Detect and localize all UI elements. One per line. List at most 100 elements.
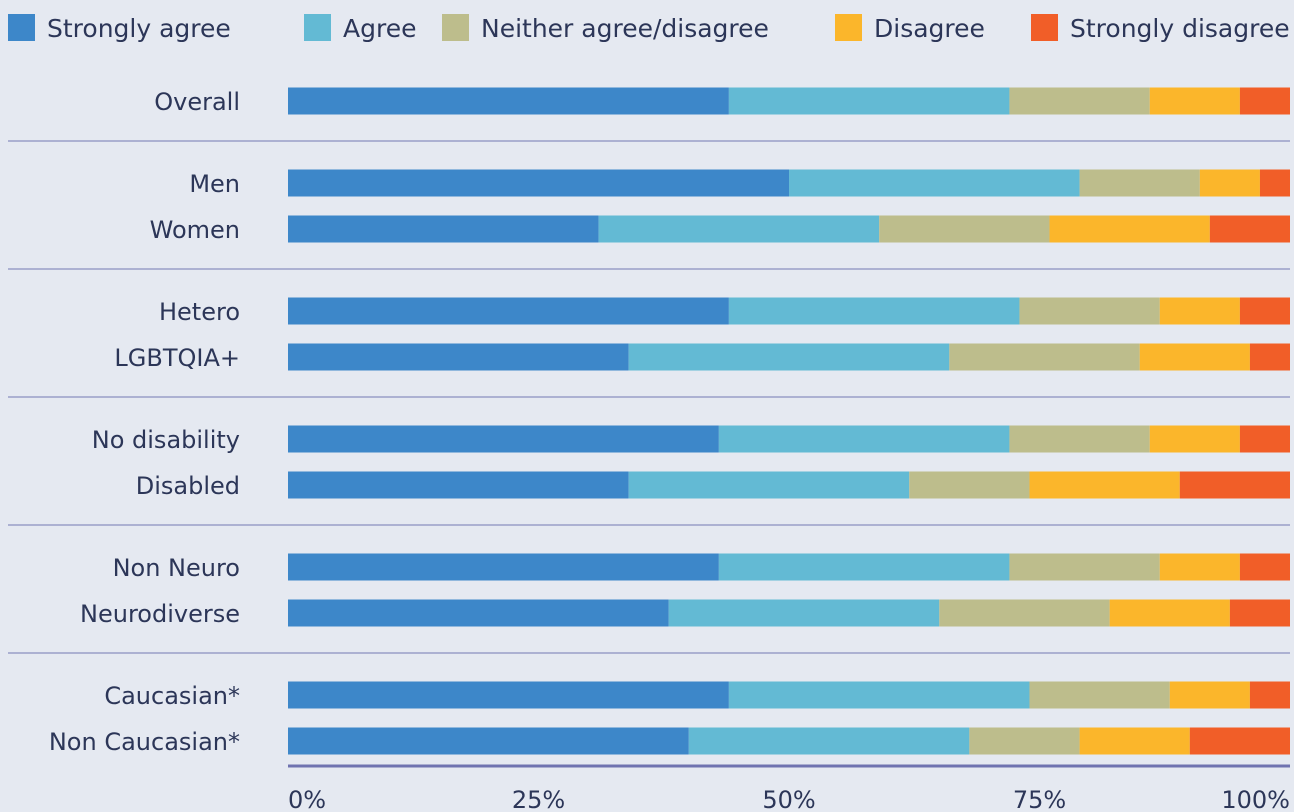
legend-item-neither-agree-disagree: Neither agree/disagree — [442, 14, 769, 43]
bar-segment-agree — [728, 681, 1030, 709]
legend-label: Neither agree/disagree — [481, 14, 769, 43]
bar-segment-disagree — [1049, 215, 1210, 243]
bar-segment-disagree — [1109, 599, 1230, 627]
legend: Strongly agree Agree Neither agree/disagre… — [8, 14, 1290, 43]
bar-segment-strongly-agree — [288, 87, 729, 115]
row-label-hetero: Hetero — [159, 298, 240, 326]
legend-item-disagree: Disagree — [835, 14, 985, 43]
row-label-overall: Overall — [154, 88, 240, 116]
bar-segment-neither-agree-disagree — [949, 343, 1140, 371]
bar-row-lgbtqia — [288, 343, 1290, 371]
bar-row-no-disability — [288, 425, 1290, 453]
row-label-no-disability: No disability — [92, 426, 240, 454]
bar-segment-neither-agree-disagree — [1019, 297, 1160, 325]
bar-segment-neither-agree-disagree — [1009, 425, 1150, 453]
bar-segment-strongly-agree — [288, 169, 789, 197]
bar-row-disabled — [288, 471, 1290, 499]
bar-row-non-neuro — [288, 553, 1290, 581]
row-label-non-neuro: Non Neuro — [113, 554, 240, 582]
bar-segment-neither-agree-disagree — [939, 599, 1110, 627]
bar-segment-strongly-agree — [288, 215, 599, 243]
bar-segment-strongly-agree — [288, 425, 719, 453]
bar-segment-strongly-disagree — [1239, 87, 1290, 115]
bar-segment-neither-agree-disagree — [1009, 553, 1160, 581]
bar-segment-disagree — [1159, 553, 1240, 581]
legend-swatch — [835, 14, 862, 41]
bar-segment-strongly-disagree — [1209, 215, 1290, 243]
x-tick-label: 50% — [762, 786, 815, 812]
x-tick-label: 25% — [512, 786, 565, 812]
legend-label: Disagree — [874, 14, 985, 43]
bar-segment-strongly-disagree — [1259, 169, 1290, 197]
row-label-disabled: Disabled — [136, 472, 240, 500]
legend-item-agree: Agree — [304, 14, 416, 43]
bar-segment-strongly-agree — [288, 599, 669, 627]
bar-segment-neither-agree-disagree — [1079, 169, 1200, 197]
row-label-women: Women — [150, 216, 240, 244]
row-label-neurodiverse: Neurodiverse — [80, 600, 240, 628]
bar-segment-strongly-agree — [288, 681, 729, 709]
bar-segment-strongly-agree — [288, 553, 719, 581]
bar-segment-neither-agree-disagree — [1029, 681, 1170, 709]
bar-row-hetero — [288, 297, 1290, 325]
bar-segment-strongly-disagree — [1179, 471, 1290, 499]
bar-segment-strongly-disagree — [1239, 553, 1290, 581]
bar-segment-neither-agree-disagree — [909, 471, 1030, 499]
row-labels: Overall Men Women Hetero LGBTQIA+ No disabili… — [49, 88, 240, 756]
bar-segment-disagree — [1149, 87, 1240, 115]
x-tick-label: 0% — [288, 786, 326, 812]
legend-swatch — [304, 14, 331, 41]
row-label-caucasian: Caucasian* — [104, 682, 240, 710]
bar-row-non-caucasian — [288, 727, 1290, 755]
bar-segment-agree — [668, 599, 940, 627]
bar-segment-strongly-disagree — [1249, 681, 1290, 709]
bar-row-caucasian — [288, 681, 1290, 709]
legend-swatch — [442, 14, 469, 41]
bar-segment-agree — [718, 553, 1010, 581]
bar-row-women — [288, 215, 1290, 243]
bar-segment-neither-agree-disagree — [1009, 87, 1150, 115]
bar-row-men — [288, 169, 1290, 197]
legend-item-strongly-agree: Strongly agree — [8, 14, 231, 43]
bar-segment-agree — [728, 87, 1010, 115]
bar-segment-agree — [718, 425, 1010, 453]
bar-segment-disagree — [1029, 471, 1180, 499]
legend-swatch — [1031, 14, 1058, 41]
bar-segment-neither-agree-disagree — [969, 727, 1080, 755]
legend-swatch — [8, 14, 35, 41]
bar-segment-disagree — [1169, 681, 1250, 709]
bar-segment-strongly-agree — [288, 343, 629, 371]
bar-segment-disagree — [1139, 343, 1250, 371]
legend-label: Strongly agree — [47, 14, 231, 43]
bar-segment-disagree — [1159, 297, 1240, 325]
bar-segment-strongly-disagree — [1229, 599, 1290, 627]
bar-segment-agree — [628, 343, 950, 371]
bar-segment-disagree — [1079, 727, 1190, 755]
x-tick-label: 100% — [1221, 786, 1290, 812]
bar-segment-strongly-disagree — [1249, 343, 1290, 371]
bar-row-overall — [288, 87, 1290, 115]
bar-segment-agree — [628, 471, 910, 499]
legend-item-strongly-disagree: Strongly disagree — [1031, 14, 1290, 43]
bars — [288, 87, 1290, 755]
x-tick-label: 75% — [1013, 786, 1066, 812]
legend-label: Agree — [343, 14, 416, 43]
row-label-lgbtqia: LGBTQIA+ — [114, 344, 240, 372]
bar-segment-strongly-disagree — [1189, 727, 1290, 755]
bar-segment-disagree — [1199, 169, 1260, 197]
bar-segment-neither-agree-disagree — [879, 215, 1050, 243]
bar-segment-agree — [728, 297, 1020, 325]
bar-segment-disagree — [1149, 425, 1240, 453]
row-label-non-caucasian: Non Caucasian* — [49, 728, 240, 756]
bar-segment-strongly-disagree — [1239, 297, 1290, 325]
x-axis: 0% 25% 50% 75% 100% — [288, 764, 1290, 812]
legend-label: Strongly disagree — [1070, 14, 1290, 43]
bar-segment-agree — [789, 169, 1080, 197]
bar-segment-agree — [688, 727, 970, 755]
bar-segment-strongly-agree — [288, 471, 629, 499]
row-label-men: Men — [189, 170, 240, 198]
bar-row-neurodiverse — [288, 599, 1290, 627]
bar-segment-strongly-agree — [288, 727, 689, 755]
